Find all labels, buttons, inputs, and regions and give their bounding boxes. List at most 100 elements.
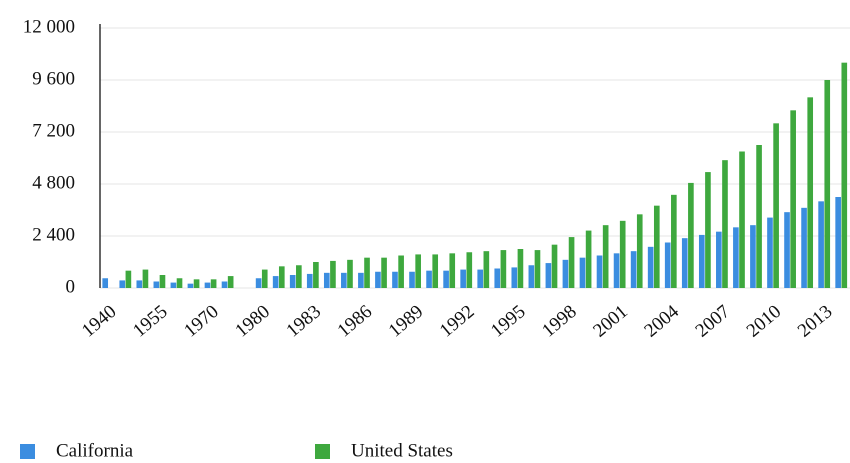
- bar: [142, 269, 149, 288]
- bar: [392, 271, 398, 288]
- bar: [824, 80, 831, 288]
- bar: [494, 268, 501, 288]
- x-tick-label: 1980: [231, 301, 274, 342]
- x-tick-label: 1983: [282, 301, 325, 342]
- bar: [750, 225, 756, 288]
- bar: [102, 278, 109, 288]
- bar: [227, 276, 234, 288]
- bar: [255, 278, 262, 288]
- bar: [647, 246, 654, 288]
- bar: [841, 62, 848, 288]
- x-tick-label: 1992: [436, 301, 479, 342]
- bar: [773, 123, 779, 288]
- y-tick-label: 4 800: [32, 172, 75, 193]
- bar: [545, 263, 552, 288]
- bar: [579, 257, 586, 288]
- bar: [426, 270, 432, 288]
- bar: [790, 110, 796, 288]
- bar: [323, 272, 330, 288]
- bar: [432, 254, 439, 288]
- y-tick-label: 2 400: [32, 224, 75, 245]
- bar: [187, 283, 194, 288]
- bar: [204, 282, 211, 288]
- bar: [159, 275, 166, 288]
- x-tick-label: 2007: [692, 301, 735, 342]
- bar: [739, 151, 745, 288]
- bar: [125, 270, 132, 288]
- bar: [630, 251, 637, 288]
- bar: [664, 242, 671, 288]
- bar: [733, 227, 739, 288]
- bar: [193, 279, 200, 288]
- x-tick-label: 2004: [640, 301, 683, 342]
- bar: [278, 266, 285, 288]
- bar: [398, 255, 404, 288]
- x-tick-label: 1970: [180, 301, 223, 342]
- bar: [619, 220, 626, 288]
- x-tick-label: 2010: [743, 301, 786, 342]
- bar: [705, 172, 711, 288]
- bar: [551, 244, 558, 288]
- bar: [500, 250, 507, 288]
- bar: [562, 259, 569, 288]
- bar: [347, 259, 353, 288]
- bar: [330, 260, 336, 288]
- bar: [449, 253, 456, 288]
- bar: [681, 238, 688, 288]
- bar: [381, 257, 387, 288]
- bar: [596, 255, 603, 288]
- bar: [511, 267, 518, 288]
- bar: [306, 273, 313, 288]
- legend-swatch: [315, 444, 330, 459]
- bar: [688, 182, 694, 288]
- bar: [153, 281, 160, 288]
- y-tick-label: 0: [66, 276, 76, 297]
- bar: [528, 265, 535, 288]
- x-tick-label: 1995: [487, 301, 530, 342]
- bar: [613, 253, 620, 288]
- bar: [722, 160, 728, 288]
- bar: [170, 282, 177, 288]
- x-tick-label: 2001: [589, 301, 632, 342]
- legend-label: California: [56, 440, 134, 461]
- bar: [375, 271, 381, 288]
- bar: [807, 97, 814, 288]
- x-tick-label: 1986: [334, 301, 377, 342]
- y-tick-label: 7 200: [32, 120, 75, 141]
- bar: [818, 201, 824, 288]
- y-tick-label: 12 000: [23, 16, 75, 37]
- bar: [801, 207, 807, 288]
- bar: [289, 275, 296, 288]
- bar: [568, 237, 575, 288]
- bar: [585, 230, 592, 288]
- x-tick-label: 1940: [78, 301, 121, 342]
- bar: [534, 250, 541, 288]
- x-tick-label: 1989: [385, 301, 428, 342]
- bar: [272, 276, 279, 288]
- x-tick-label: 1998: [538, 301, 581, 342]
- bar: [210, 279, 217, 288]
- bar: [221, 281, 228, 288]
- bar: [602, 225, 609, 288]
- bar: [835, 197, 841, 288]
- bar: [296, 265, 302, 288]
- x-tick-label: 1955: [129, 301, 172, 342]
- bar: [119, 280, 126, 288]
- bar: [460, 269, 466, 288]
- bar: [176, 278, 183, 288]
- legend-swatch: [20, 444, 35, 459]
- bar: [483, 251, 490, 288]
- bar: [415, 254, 421, 288]
- bar: [364, 257, 370, 288]
- legend-label: United States: [351, 440, 453, 461]
- bar: [756, 145, 762, 288]
- bar: [698, 234, 705, 288]
- bar: [261, 269, 268, 288]
- bar: [477, 269, 484, 288]
- bar: [767, 217, 773, 288]
- bar: [671, 194, 677, 288]
- bar: [636, 214, 643, 288]
- y-tick-label: 9 600: [32, 68, 75, 89]
- bar: [136, 280, 143, 288]
